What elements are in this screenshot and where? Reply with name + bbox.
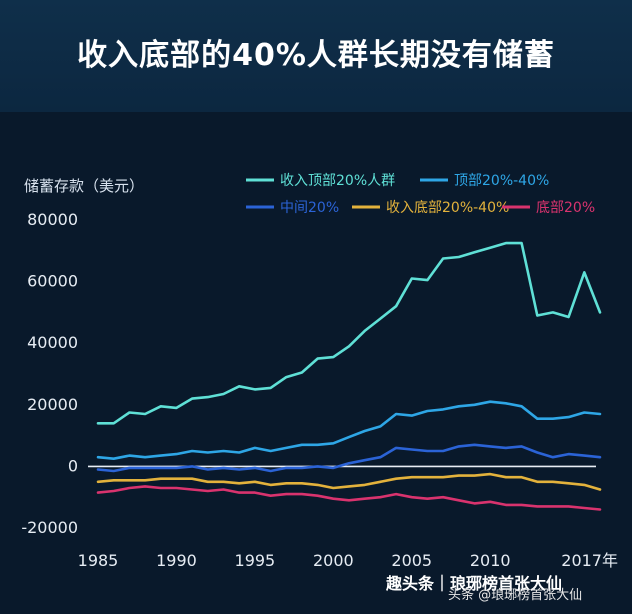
y-tick-label: 0: [68, 456, 78, 475]
y-axis-title: 储蓄存款（美元）: [24, 177, 145, 195]
x-tick-label: 1995: [235, 551, 276, 570]
series-line-3: [96, 443, 602, 473]
legend: 收入顶部20%人群 顶部20%-40% 中间20% 收入底部20%-40% 底部20%: [246, 173, 595, 216]
legend-label: 底部20%: [536, 200, 595, 216]
plot-background: [0, 112, 632, 614]
legend-label: 收入顶部20%人群: [280, 173, 395, 189]
legend-label: 顶部20%-40%: [454, 173, 549, 189]
watermark-text: 趣头条｜琅琊榜首张大仙: [386, 574, 563, 593]
y-tick-label: 20000: [27, 395, 78, 414]
x-tick-label: 2010: [470, 551, 511, 570]
series-line-5: [96, 485, 602, 511]
y-tick-label: 80000: [27, 210, 78, 229]
x-tick-label-last: 2017年: [561, 551, 618, 570]
x-axis-ticks: 1985 1990 1995 2000 2005 2010 2017年: [78, 551, 618, 570]
title-banner: 收入底部的40%人群长期没有储蓄: [0, 0, 632, 112]
x-tick-label: 1985: [78, 551, 119, 570]
y-tick-label: 40000: [27, 333, 78, 352]
series-line-2: [96, 400, 602, 461]
series-line-4: [96, 472, 602, 491]
x-tick-label: 1990: [156, 551, 197, 570]
y-axis-ticks: 80000 60000 40000 20000 0 -20000: [21, 210, 78, 537]
x-tick-label: 2000: [313, 551, 354, 570]
legend-label: 收入底部20%-40%: [386, 200, 509, 216]
series-line-1: [96, 241, 602, 425]
legend-label: 中间20%: [280, 200, 339, 216]
y-tick-label: 60000: [27, 272, 78, 291]
chart-title: 收入底部的40%人群长期没有储蓄: [77, 38, 555, 73]
x-tick-label: 2005: [391, 551, 432, 570]
y-tick-label: -20000: [21, 518, 78, 537]
series-lines: [96, 241, 602, 511]
watermark-subtext: 头条 @琅琊榜首张大仙: [448, 588, 583, 603]
